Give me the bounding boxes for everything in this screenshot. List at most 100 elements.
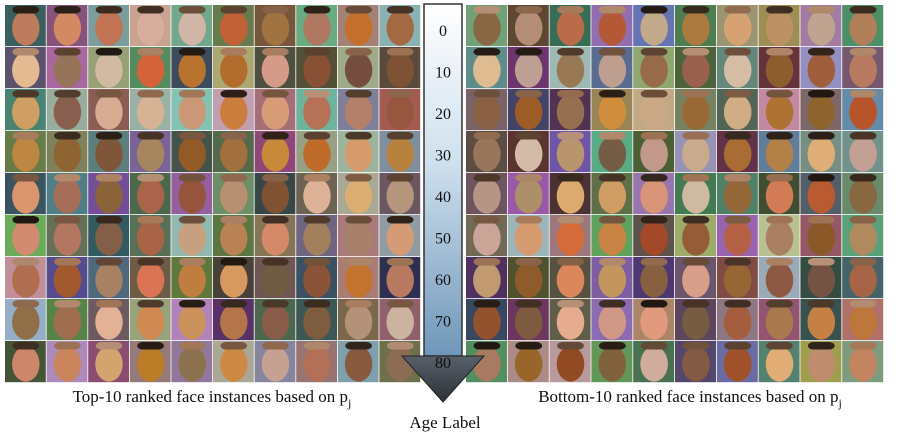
face-shape bbox=[598, 94, 627, 130]
face-shape bbox=[261, 10, 290, 46]
hair bbox=[640, 300, 668, 308]
face-shape bbox=[473, 262, 501, 298]
face-shape bbox=[136, 52, 165, 88]
face-shape bbox=[640, 10, 668, 46]
face-shape bbox=[598, 346, 627, 382]
hair bbox=[557, 258, 584, 266]
hair bbox=[262, 216, 289, 224]
face-shape bbox=[220, 220, 248, 256]
face-shape bbox=[53, 10, 82, 46]
age-label: 80 bbox=[435, 355, 451, 372]
hair bbox=[682, 300, 710, 308]
face-shape bbox=[682, 10, 710, 46]
hair bbox=[12, 300, 40, 308]
face-shape bbox=[514, 10, 543, 46]
hair bbox=[849, 6, 877, 14]
face-shape bbox=[556, 220, 585, 256]
face-shape bbox=[136, 346, 165, 382]
face-shape bbox=[261, 178, 290, 214]
age-label: 70 bbox=[435, 314, 451, 331]
hair bbox=[12, 216, 40, 224]
age-label: 40 bbox=[435, 189, 451, 206]
hair bbox=[724, 258, 752, 266]
hair bbox=[303, 342, 331, 350]
face-shape bbox=[640, 178, 668, 214]
hair bbox=[598, 132, 626, 140]
hair bbox=[515, 6, 543, 14]
hair bbox=[137, 132, 164, 140]
hair bbox=[682, 48, 710, 56]
face-shape bbox=[598, 262, 627, 298]
hair bbox=[386, 342, 414, 350]
face-shape bbox=[220, 346, 248, 382]
right-caption: Bottom-10 ranked face instances based on… bbox=[538, 387, 842, 410]
age-label: 10 bbox=[435, 65, 451, 82]
face-shape bbox=[765, 262, 794, 298]
face-shape bbox=[136, 136, 165, 172]
hair bbox=[12, 6, 40, 14]
hair bbox=[766, 216, 793, 224]
hair bbox=[95, 300, 123, 308]
face-shape bbox=[556, 52, 585, 88]
face-shape bbox=[849, 10, 877, 46]
face-shape bbox=[386, 262, 414, 298]
hair bbox=[54, 216, 81, 224]
hair bbox=[766, 174, 793, 182]
face-shape bbox=[682, 262, 710, 298]
hair bbox=[12, 342, 40, 350]
face-shape bbox=[682, 94, 710, 130]
face-shape bbox=[261, 94, 290, 130]
hair bbox=[303, 6, 331, 14]
face-shape bbox=[303, 10, 331, 46]
hair bbox=[303, 132, 331, 140]
hair bbox=[473, 48, 501, 56]
face-shape bbox=[386, 94, 414, 130]
face-shape bbox=[53, 136, 82, 172]
hair bbox=[12, 258, 40, 266]
face-shape bbox=[640, 304, 668, 340]
hair bbox=[766, 132, 793, 140]
face-shape bbox=[261, 346, 290, 382]
face-shape bbox=[386, 304, 414, 340]
hair bbox=[724, 216, 752, 224]
hair bbox=[640, 258, 668, 266]
hair bbox=[640, 6, 668, 14]
hair bbox=[557, 6, 584, 14]
hair bbox=[262, 258, 289, 266]
hair bbox=[724, 174, 752, 182]
hair bbox=[640, 174, 668, 182]
face-shape bbox=[303, 220, 331, 256]
face-shape bbox=[344, 136, 373, 172]
face-shape bbox=[723, 52, 752, 88]
face-shape bbox=[682, 220, 710, 256]
hair bbox=[178, 132, 206, 140]
hair bbox=[178, 216, 206, 224]
face-shape bbox=[807, 346, 836, 382]
face-shape bbox=[765, 136, 794, 172]
hair bbox=[386, 48, 414, 56]
hair bbox=[178, 174, 206, 182]
hair bbox=[262, 342, 289, 350]
hair bbox=[137, 342, 164, 350]
hair bbox=[557, 48, 584, 56]
hair bbox=[682, 174, 710, 182]
hair bbox=[766, 48, 793, 56]
hair bbox=[598, 48, 626, 56]
hair bbox=[386, 174, 414, 182]
hair bbox=[95, 6, 123, 14]
face-shape bbox=[220, 178, 248, 214]
face-shape bbox=[178, 304, 206, 340]
hair bbox=[262, 300, 289, 308]
face-shape bbox=[344, 304, 373, 340]
face-shape bbox=[556, 136, 585, 172]
face-shape bbox=[386, 346, 414, 382]
face-shape bbox=[765, 94, 794, 130]
face-shape bbox=[136, 10, 165, 46]
hair bbox=[345, 342, 372, 350]
face-shape bbox=[514, 178, 543, 214]
face-shape bbox=[303, 178, 331, 214]
face-shape bbox=[473, 10, 501, 46]
hair bbox=[849, 90, 877, 98]
hair bbox=[515, 90, 543, 98]
face-shape bbox=[178, 136, 206, 172]
